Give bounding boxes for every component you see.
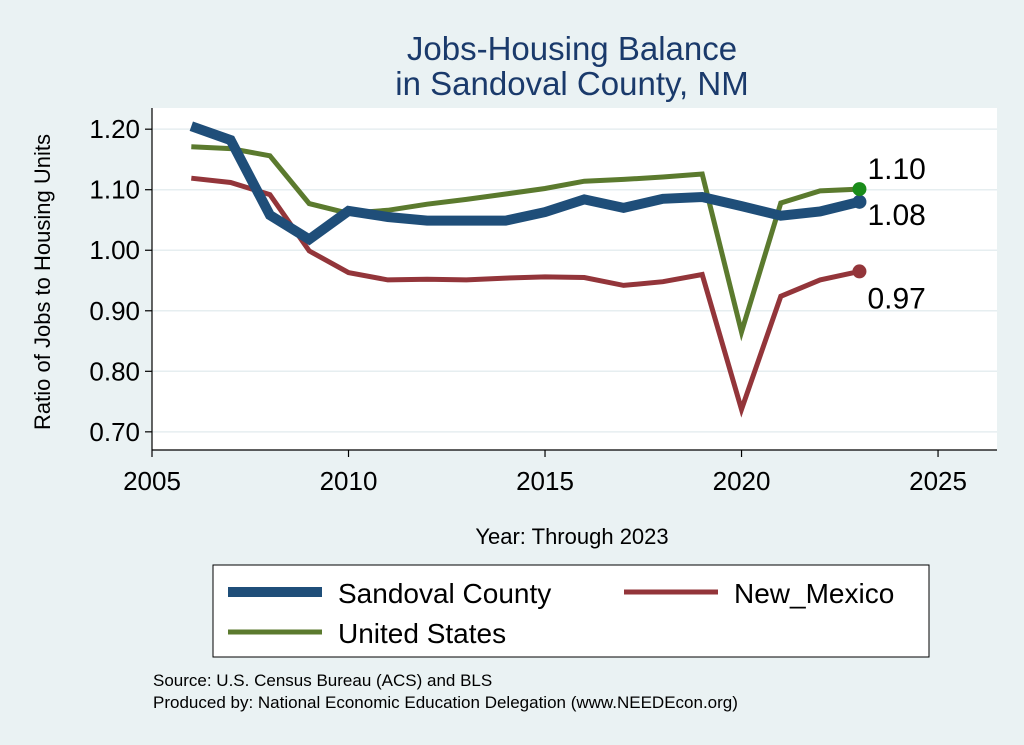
end-marker-united-states xyxy=(852,182,867,197)
legend-label-new-mexico: New_Mexico xyxy=(734,578,894,609)
legend-box xyxy=(212,564,930,658)
x-tick-label: 2015 xyxy=(516,466,574,496)
series-line-united-states xyxy=(191,144,860,342)
chart-title: Jobs-Housing Balance xyxy=(407,30,737,67)
end-labels: 1.08 0.97 1.10 xyxy=(852,153,926,315)
series-line-sandoval-county xyxy=(189,121,861,246)
x-tick-label: 2010 xyxy=(320,466,378,496)
y-tick-label: 1.10 xyxy=(89,175,140,205)
y-tick-label: 0.90 xyxy=(89,296,140,326)
end-marker-sandoval-county xyxy=(852,194,867,209)
y-tick-label: 1.00 xyxy=(89,235,140,265)
end-label-sandoval-county: 1.08 xyxy=(867,199,925,232)
legend-label-sandoval: Sandoval County xyxy=(338,578,551,609)
producer-note: Produced by: National Economic Education… xyxy=(153,693,738,712)
x-tick-label: 2025 xyxy=(909,466,967,496)
y-tick-label: 1.20 xyxy=(89,114,140,144)
grid-lines xyxy=(152,128,997,433)
end-label-united-states: 1.10 xyxy=(867,153,925,186)
y-tick-label: 0.70 xyxy=(89,417,140,447)
series-line-new-mexico xyxy=(191,175,860,418)
y-tick-label: 0.80 xyxy=(89,356,140,386)
legend-label-united-states: United States xyxy=(338,618,506,649)
chart-subtitle: in Sandoval County, NM xyxy=(395,65,748,102)
axes: 0.70 0.80 0.90 1.00 1.10 1.20 2005 2010 2015 2020… xyxy=(89,108,997,496)
end-label-new-mexico: 0.97 xyxy=(867,282,925,315)
source-note: Source: U.S. Census Bureau (ACS) and BLS xyxy=(153,671,492,690)
x-tick-label: 2020 xyxy=(713,466,771,496)
end-marker-new-mexico xyxy=(852,264,867,279)
series-lines xyxy=(189,121,861,418)
y-axis-label: Ratio of Jobs to Housing Units xyxy=(30,134,55,430)
x-axis-label: Year: Through 2023 xyxy=(475,524,668,549)
legend: Sandoval County New_Mexico United States xyxy=(212,564,930,658)
x-tick-label: 2005 xyxy=(123,466,181,496)
